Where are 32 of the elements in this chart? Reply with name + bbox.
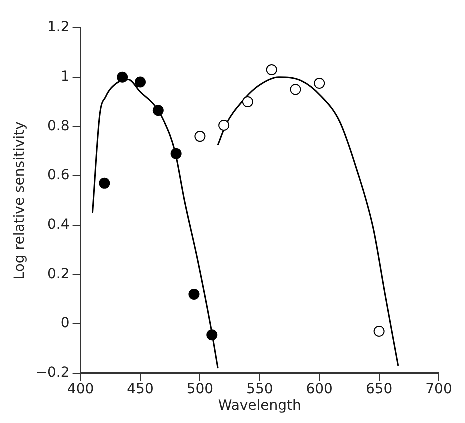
y-tick-label: 0.6 (48, 168, 70, 184)
point (314, 78, 326, 90)
y-tick-label: 1 (60, 68, 70, 85)
y-tick-label: −0.2 (36, 365, 70, 382)
point (134, 76, 146, 88)
x-tick-label: 450 (127, 381, 154, 398)
point (188, 288, 200, 300)
y-tick-label: 0.8 (48, 118, 70, 134)
x-tick-label: 700 (426, 381, 452, 398)
point (170, 148, 182, 160)
y-axis-title: Log relative sensitivity (12, 122, 28, 280)
x-axis-title: Wavelength (218, 398, 302, 414)
x-tick-label: 400 (67, 381, 94, 398)
point (194, 131, 206, 142)
point (374, 326, 385, 337)
x-tick-label: 500 (186, 381, 214, 398)
y-tick-label: 0.4 (48, 217, 70, 234)
point (290, 84, 302, 96)
point (117, 72, 128, 83)
x-tick-label: 650 (366, 381, 393, 398)
y-tick-label: 0 (60, 316, 70, 332)
point (152, 105, 164, 116)
y-tick-label: 1.2 (48, 20, 70, 36)
point (242, 96, 254, 108)
point (99, 178, 110, 189)
line-series (217, 76, 400, 367)
x-tick-label: 550 (246, 381, 274, 398)
point (206, 330, 218, 341)
x-tick-label: 600 (306, 381, 333, 398)
y-tick-label: 0.2 (48, 266, 70, 282)
point (266, 64, 278, 76)
point (218, 120, 230, 131)
